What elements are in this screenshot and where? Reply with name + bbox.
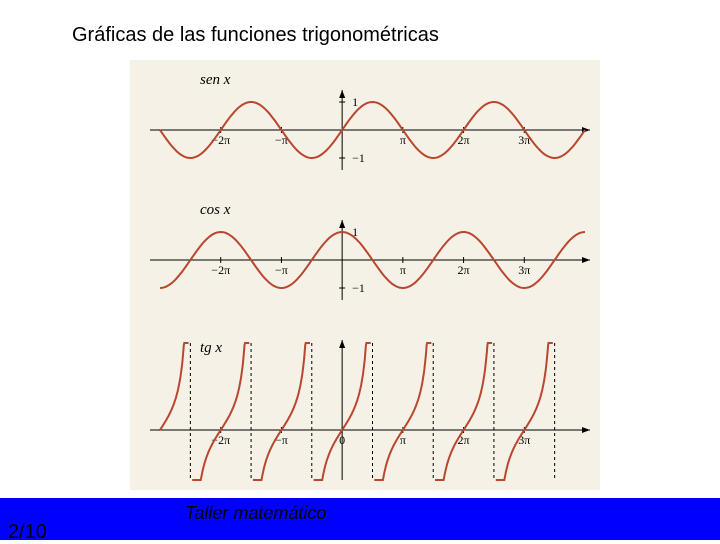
page-number: 2/10 xyxy=(8,521,47,544)
svg-text:2π: 2π xyxy=(458,263,470,277)
trig-figure: −2π−ππ2π3π1−1−2π−ππ2π3π1−1−2π−π0π2π3π se… xyxy=(130,60,600,490)
svg-text:−1: −1 xyxy=(352,151,365,165)
footer-text: Taller matemático xyxy=(185,503,326,524)
sine-label: sen x xyxy=(200,72,230,89)
svg-text:π: π xyxy=(400,133,406,147)
cosine-label: cos x xyxy=(200,202,230,219)
svg-text:π: π xyxy=(400,263,406,277)
footer-bar xyxy=(0,498,720,540)
tangent-label: tg x xyxy=(200,340,222,357)
trig-svg: −2π−ππ2π3π1−1−2π−ππ2π3π1−1−2π−π0π2π3π xyxy=(130,60,600,490)
svg-text:−π: −π xyxy=(275,433,288,447)
svg-text:1: 1 xyxy=(352,95,358,109)
svg-text:−1: −1 xyxy=(352,281,365,295)
page-title: Gráficas de las funciones trigonométrica… xyxy=(72,24,439,47)
svg-text:−π: −π xyxy=(275,263,288,277)
svg-text:−2π: −2π xyxy=(211,263,230,277)
svg-text:3π: 3π xyxy=(518,263,530,277)
